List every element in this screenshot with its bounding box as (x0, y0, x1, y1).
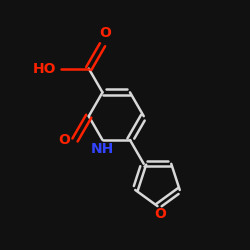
Text: HO: HO (33, 62, 56, 76)
Text: O: O (99, 26, 111, 40)
Text: NH: NH (91, 142, 114, 156)
Text: O: O (154, 207, 166, 221)
Text: O: O (58, 133, 70, 147)
